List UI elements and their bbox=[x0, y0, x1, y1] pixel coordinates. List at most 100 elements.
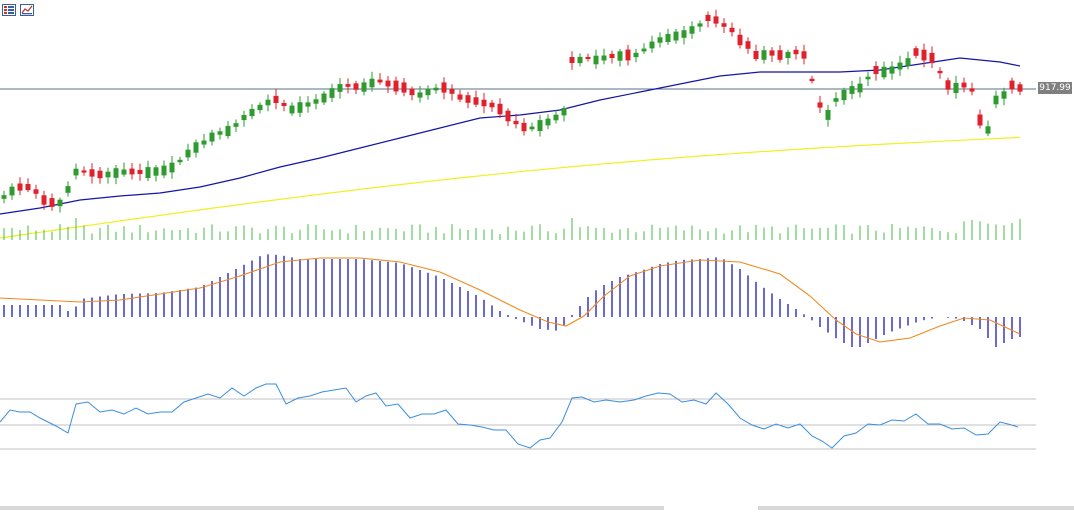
candle bbox=[857, 83, 863, 93]
candle bbox=[145, 167, 151, 178]
candle bbox=[505, 110, 511, 122]
candle bbox=[553, 114, 559, 121]
candle bbox=[945, 80, 951, 90]
candle bbox=[409, 88, 415, 96]
candle bbox=[681, 30, 687, 38]
candle bbox=[185, 149, 191, 158]
list-icon[interactable] bbox=[2, 4, 16, 16]
candle bbox=[345, 84, 351, 87]
candle bbox=[73, 168, 79, 176]
candle bbox=[97, 170, 103, 179]
candle bbox=[601, 55, 607, 61]
candle bbox=[569, 57, 575, 63]
candle bbox=[497, 103, 503, 115]
candle bbox=[865, 76, 871, 80]
candle bbox=[17, 183, 23, 191]
candle bbox=[625, 49, 631, 61]
candle bbox=[785, 51, 791, 58]
candle bbox=[193, 142, 199, 153]
candle bbox=[761, 50, 767, 60]
candle bbox=[177, 159, 183, 163]
candle bbox=[473, 97, 479, 105]
candle bbox=[793, 49, 799, 55]
candle bbox=[801, 51, 807, 59]
candle bbox=[689, 26, 695, 34]
candle bbox=[513, 120, 519, 125]
candle bbox=[33, 189, 39, 194]
candle bbox=[969, 88, 975, 92]
candle bbox=[153, 167, 159, 176]
candle bbox=[369, 78, 375, 88]
slow-moving-average-line bbox=[0, 136, 1021, 239]
candle bbox=[977, 114, 983, 126]
candle bbox=[281, 103, 287, 106]
candle bbox=[873, 66, 879, 75]
candle bbox=[929, 52, 935, 64]
candle bbox=[809, 78, 815, 82]
candle bbox=[889, 66, 895, 74]
candle bbox=[577, 56, 583, 64]
candle bbox=[329, 88, 335, 98]
candle bbox=[641, 48, 647, 52]
candle bbox=[985, 126, 991, 134]
candle bbox=[481, 99, 487, 107]
candle bbox=[921, 49, 927, 61]
candle bbox=[953, 82, 959, 93]
candle bbox=[321, 93, 327, 103]
candle bbox=[713, 16, 719, 24]
candle bbox=[937, 70, 943, 74]
candle bbox=[913, 48, 919, 56]
candle bbox=[273, 95, 279, 103]
candle bbox=[545, 118, 551, 126]
candle bbox=[305, 102, 311, 107]
current-price-label: 917.99 bbox=[1038, 82, 1072, 94]
candle bbox=[41, 195, 47, 205]
candle bbox=[1009, 80, 1015, 90]
candle bbox=[105, 171, 111, 178]
candle bbox=[729, 27, 735, 33]
candle bbox=[633, 52, 639, 58]
candle bbox=[777, 50, 783, 60]
chart-toolbar bbox=[2, 4, 34, 16]
candle bbox=[745, 41, 751, 49]
candle bbox=[297, 102, 303, 113]
candle bbox=[529, 126, 535, 130]
candle bbox=[425, 88, 431, 96]
candle bbox=[169, 162, 175, 173]
chart-settings-icon[interactable] bbox=[20, 4, 34, 16]
candle bbox=[9, 186, 15, 196]
candle bbox=[217, 131, 223, 135]
candle bbox=[401, 82, 407, 93]
rsi-line bbox=[0, 383, 1019, 449]
candle bbox=[89, 169, 95, 177]
candle bbox=[721, 23, 727, 27]
candle bbox=[65, 186, 71, 193]
candle bbox=[753, 51, 759, 59]
candle bbox=[433, 87, 439, 91]
candle bbox=[961, 82, 967, 88]
candle bbox=[201, 140, 207, 145]
candle bbox=[489, 102, 495, 108]
candle bbox=[337, 84, 343, 92]
candle bbox=[361, 82, 367, 92]
candle bbox=[593, 55, 599, 65]
candle bbox=[129, 168, 135, 175]
candle bbox=[417, 92, 423, 98]
candle bbox=[353, 83, 359, 90]
candle bbox=[585, 57, 591, 59]
candle bbox=[697, 23, 703, 27]
candle bbox=[769, 50, 775, 56]
candle bbox=[209, 132, 215, 142]
candle bbox=[441, 82, 447, 93]
candle bbox=[833, 98, 839, 102]
macd-signal-line bbox=[0, 257, 1021, 343]
candle bbox=[265, 99, 271, 106]
candle bbox=[81, 170, 87, 173]
horizontal-scrollbar[interactable] bbox=[0, 506, 1074, 510]
candle bbox=[249, 109, 255, 117]
candle bbox=[841, 89, 847, 101]
candle bbox=[705, 14, 711, 21]
candle bbox=[665, 33, 671, 42]
